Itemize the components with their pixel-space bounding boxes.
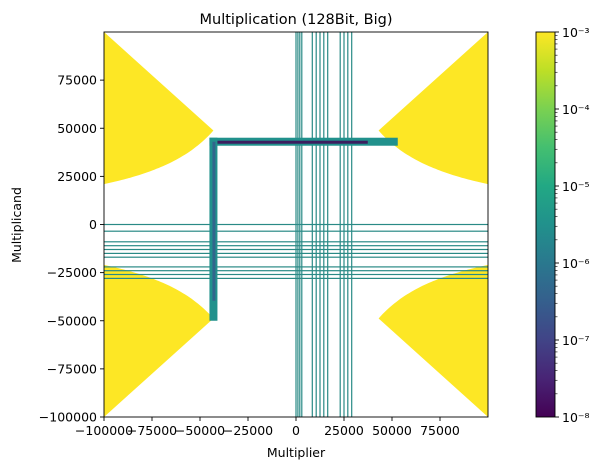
horizontal-stripe-11 [104, 277, 488, 279]
y-tick-label: −75000 [47, 361, 97, 376]
colorbar-tick-label: 10⁻⁸ [562, 410, 590, 425]
bracket-horizontal-core [213, 140, 368, 144]
y-tick-label: 75000 [57, 73, 97, 88]
horizontal-stripe-6 [104, 252, 488, 254]
x-tick-label: 50000 [372, 423, 412, 438]
x-tick-label: −25000 [223, 423, 273, 438]
saturated-region-4 [378, 264, 488, 417]
colorbar-tick-label: 10⁻⁷ [562, 333, 590, 348]
heatmap-plot-area [104, 32, 488, 417]
x-tick-label: −75000 [127, 423, 177, 438]
x-axis: −100000−75000−50000−25000 0 25000 50000 7500… [75, 417, 460, 438]
y-axis-label: Multiplicand [9, 187, 24, 263]
colorbar-tick-label: 10⁻⁵ [562, 179, 590, 194]
x-tick-label: 75000 [420, 423, 460, 438]
bracket-vertical-core [212, 141, 216, 301]
horizontal-stripe-9 [104, 270, 488, 272]
error-bracket [209, 137, 398, 321]
y-tick-label: 50000 [57, 121, 97, 136]
saturated-region-3 [104, 264, 214, 417]
y-tick-label: 25000 [57, 169, 97, 184]
y-tick-label: −50000 [47, 313, 97, 328]
horizontal-stripe-3 [104, 241, 488, 243]
x-axis-label: Multiplier [267, 445, 326, 460]
x-tick-label: 0 [292, 423, 300, 438]
colorbar-tick-label: 10⁻⁴ [562, 102, 590, 117]
colorbar-tick-label: 10⁻⁶ [562, 256, 590, 271]
x-tick-label: −50000 [175, 423, 225, 438]
colorbar-gradient [536, 32, 555, 417]
horizontal-stripe-5 [104, 248, 488, 251]
error-stripes [104, 32, 488, 417]
colorbar: 10⁻⁸ 10⁻⁷ 10⁻⁶ 10⁻⁵ 10⁻⁴ 10⁻³ [535, 25, 590, 425]
horizontal-stripe-1 [104, 223, 488, 226]
horizontal-stripe-4 [104, 245, 488, 247]
chart-title: Multiplication (128Bit, Big) [200, 12, 393, 28]
saturated-region-2 [104, 32, 214, 185]
horizontal-stripe-7 [104, 256, 488, 258]
x-tick-label: 25000 [324, 423, 364, 438]
saturated-region-1 [378, 32, 488, 185]
y-axis: −100000 −75000 −50000 −25000 0 25000 50000 7500… [39, 73, 104, 425]
y-tick-label: 0 [89, 217, 97, 232]
colorbar-tick-label: 10⁻³ [562, 25, 590, 40]
horizontal-stripe-2 [104, 230, 488, 232]
horizontal-stripe-10 [104, 273, 488, 276]
colorbar-ticks: 10⁻⁸ 10⁻⁷ 10⁻⁶ 10⁻⁵ 10⁻⁴ 10⁻³ [555, 25, 590, 425]
horizontal-stripe-8 [104, 266, 488, 268]
y-tick-label: −100000 [39, 410, 97, 425]
colorbar-frame [535, 31, 556, 418]
saturated-corner-regions [104, 32, 488, 417]
x-tick-label: −100000 [75, 423, 133, 438]
y-tick-label: −25000 [47, 265, 97, 280]
